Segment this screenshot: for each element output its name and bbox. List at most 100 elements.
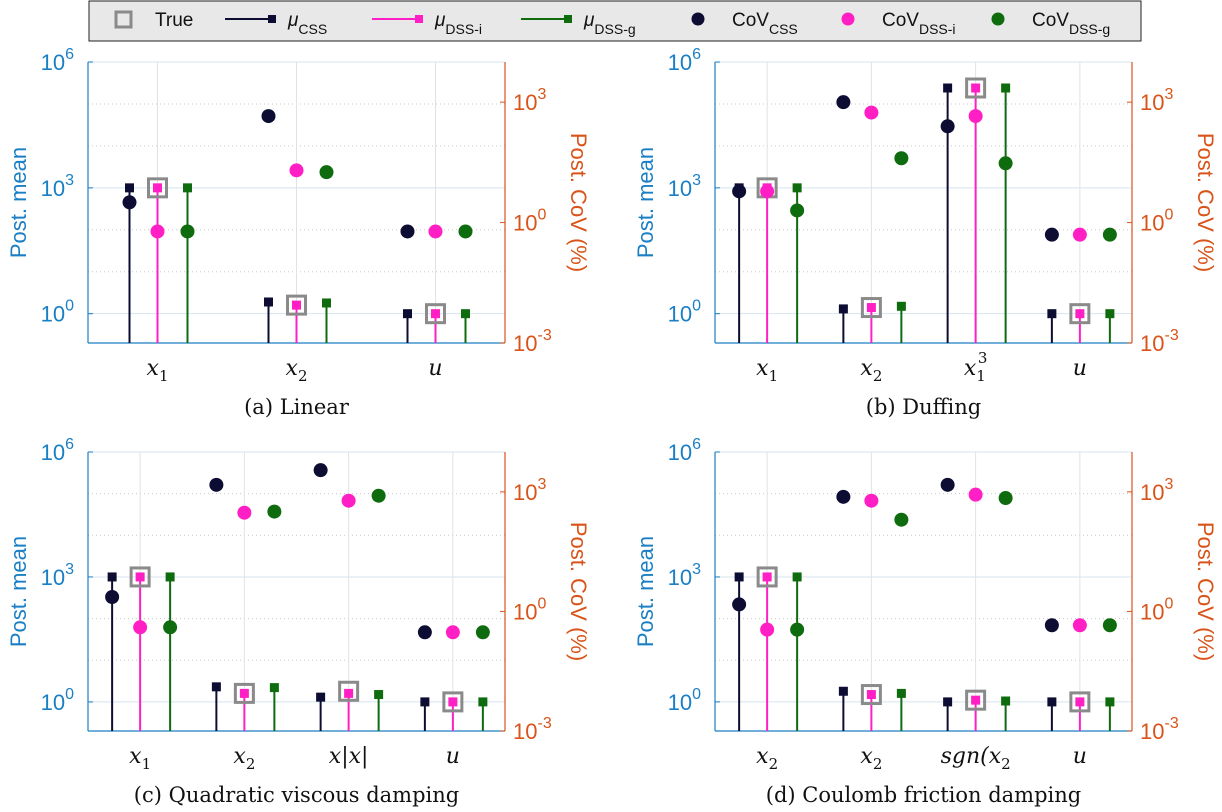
legend-item-mu_dssg: μDSS-g: [521, 10, 636, 37]
mean-marker-DSS-i: [866, 303, 876, 313]
category-label-sub: 1: [976, 367, 986, 385]
right-tick-label: 103: [1140, 86, 1173, 115]
true-value-marker: [860, 297, 882, 319]
mean-marker-CSS: [1047, 697, 1057, 707]
legend: True μCSS μDSS-i μDSS-g CoVCSS CoVDSS-i CoVDSS…: [88, 0, 1142, 42]
left-axis-title: Post. mean: [633, 147, 658, 258]
cov-point-CSS: [836, 489, 851, 504]
legend-item-true: True: [114, 10, 193, 31]
true-value-marker: [286, 294, 307, 316]
tick-base: 10: [1140, 719, 1164, 744]
category-label-sub: 1: [769, 367, 779, 385]
tick-exponent: 3: [1164, 86, 1173, 103]
legend-label: μDSS-g: [583, 10, 636, 37]
mean-marker-DSS-g: [374, 690, 384, 700]
category-label: x2: [233, 744, 255, 773]
tick-base: 10: [513, 719, 537, 744]
mean-marker-DSS-g: [792, 572, 802, 582]
cov-point-DSS-g: [894, 512, 909, 527]
mean-marker-DSS-i: [431, 309, 440, 319]
cov-point-CSS: [732, 184, 747, 199]
tick-base: 10: [668, 176, 692, 201]
mean-marker-CSS: [316, 692, 326, 702]
cov-point-CSS: [1044, 227, 1059, 242]
mean-marker-DSS-i: [1075, 309, 1085, 319]
tick-exponent: 0: [1164, 595, 1173, 612]
tick-base: 10: [513, 331, 537, 356]
cov-point-DSS-i: [445, 625, 460, 640]
mean-marker-DSS-g: [183, 183, 192, 193]
mean-marker-DSS-g: [269, 683, 279, 693]
tick-base: 10: [513, 90, 537, 115]
legend-item-cov_dssi: CoVDSS-i: [841, 10, 956, 37]
tick-exponent: 6: [65, 436, 74, 453]
tick-base: 10: [41, 302, 65, 327]
left-tick-label: 100: [41, 298, 74, 327]
legend-circle-swatch: [991, 12, 1005, 26]
panel-title: (b) Duffing: [866, 395, 981, 419]
left-tick-label: 103: [668, 172, 701, 201]
mean-marker-DSS-i: [762, 572, 772, 582]
tick-base: 10: [41, 565, 65, 590]
mean-marker-DSS-g: [1001, 83, 1011, 93]
mean-marker-CSS: [943, 697, 953, 707]
category-label: x2: [860, 356, 882, 385]
legend-label-sub: DSS-i: [919, 21, 956, 37]
cov-point-DSS-g: [371, 488, 386, 503]
mean-marker-DSS-g: [896, 301, 906, 311]
tick-exponent: -3: [537, 715, 551, 732]
category-label-base: u: [1073, 356, 1087, 381]
category-label: sgn(x2: [941, 744, 1011, 773]
mean-marker-DSS-i: [971, 695, 981, 705]
tick-base: 10: [1140, 331, 1164, 356]
cov-point-CSS: [940, 119, 955, 134]
true-value-marker: [442, 691, 464, 713]
mean-marker-DSS-i: [971, 83, 981, 93]
category-label-base: x|x|: [329, 744, 369, 769]
mean-marker-CSS: [420, 697, 430, 707]
category-label-base: u: [446, 744, 460, 769]
category-label-base: x: [286, 356, 299, 381]
right-tick-label: 103: [513, 86, 546, 115]
mean-marker-CSS: [838, 686, 848, 696]
mean-marker-DSS-g: [1105, 309, 1115, 319]
tick-base: 10: [1140, 480, 1164, 505]
tick-base: 10: [41, 690, 65, 715]
category-label: x13: [964, 349, 988, 385]
true-value-marker: [756, 566, 778, 588]
category-label-sub: 2: [246, 755, 256, 773]
true-value-marker: [1069, 303, 1091, 325]
cov-point-CSS: [732, 597, 747, 612]
legend-circle-swatch: [691, 12, 705, 26]
tick-exponent: 6: [692, 46, 701, 63]
category-label: x1: [129, 744, 151, 773]
cov-point-CSS: [105, 590, 120, 605]
legend-label-sub: DSS-i: [445, 21, 482, 37]
mean-marker-DSS-i: [448, 697, 458, 707]
tick-base: 10: [668, 690, 692, 715]
category-label-sub: 1: [142, 755, 152, 773]
tick-exponent: 0: [537, 595, 546, 612]
right-tick-label: 100: [513, 207, 546, 236]
legend-label: μCSS: [287, 10, 327, 37]
left-tick-label: 100: [41, 686, 74, 715]
right-tick-label: 100: [513, 595, 546, 624]
mean-marker-DSS-g: [165, 572, 175, 582]
legend-item-mu_dssi: μDSS-i: [372, 10, 482, 37]
left-axis-title: Post. mean: [6, 536, 31, 647]
cov-point-DSS-i: [864, 493, 879, 508]
category-label-base: u: [1073, 744, 1087, 769]
left-axis-title: Post. mean: [633, 536, 658, 647]
panel-title: (c) Quadratic viscous damping: [134, 783, 459, 807]
tick-base: 10: [41, 176, 65, 201]
category-label-sub: 2: [298, 367, 308, 385]
category-label: u: [428, 356, 442, 381]
mean-marker-CSS: [125, 183, 134, 193]
category-label-base: x: [860, 744, 873, 769]
tick-base: 10: [668, 565, 692, 590]
cov-point-DSS-g: [475, 625, 490, 640]
left-tick-label: 106: [668, 46, 701, 75]
